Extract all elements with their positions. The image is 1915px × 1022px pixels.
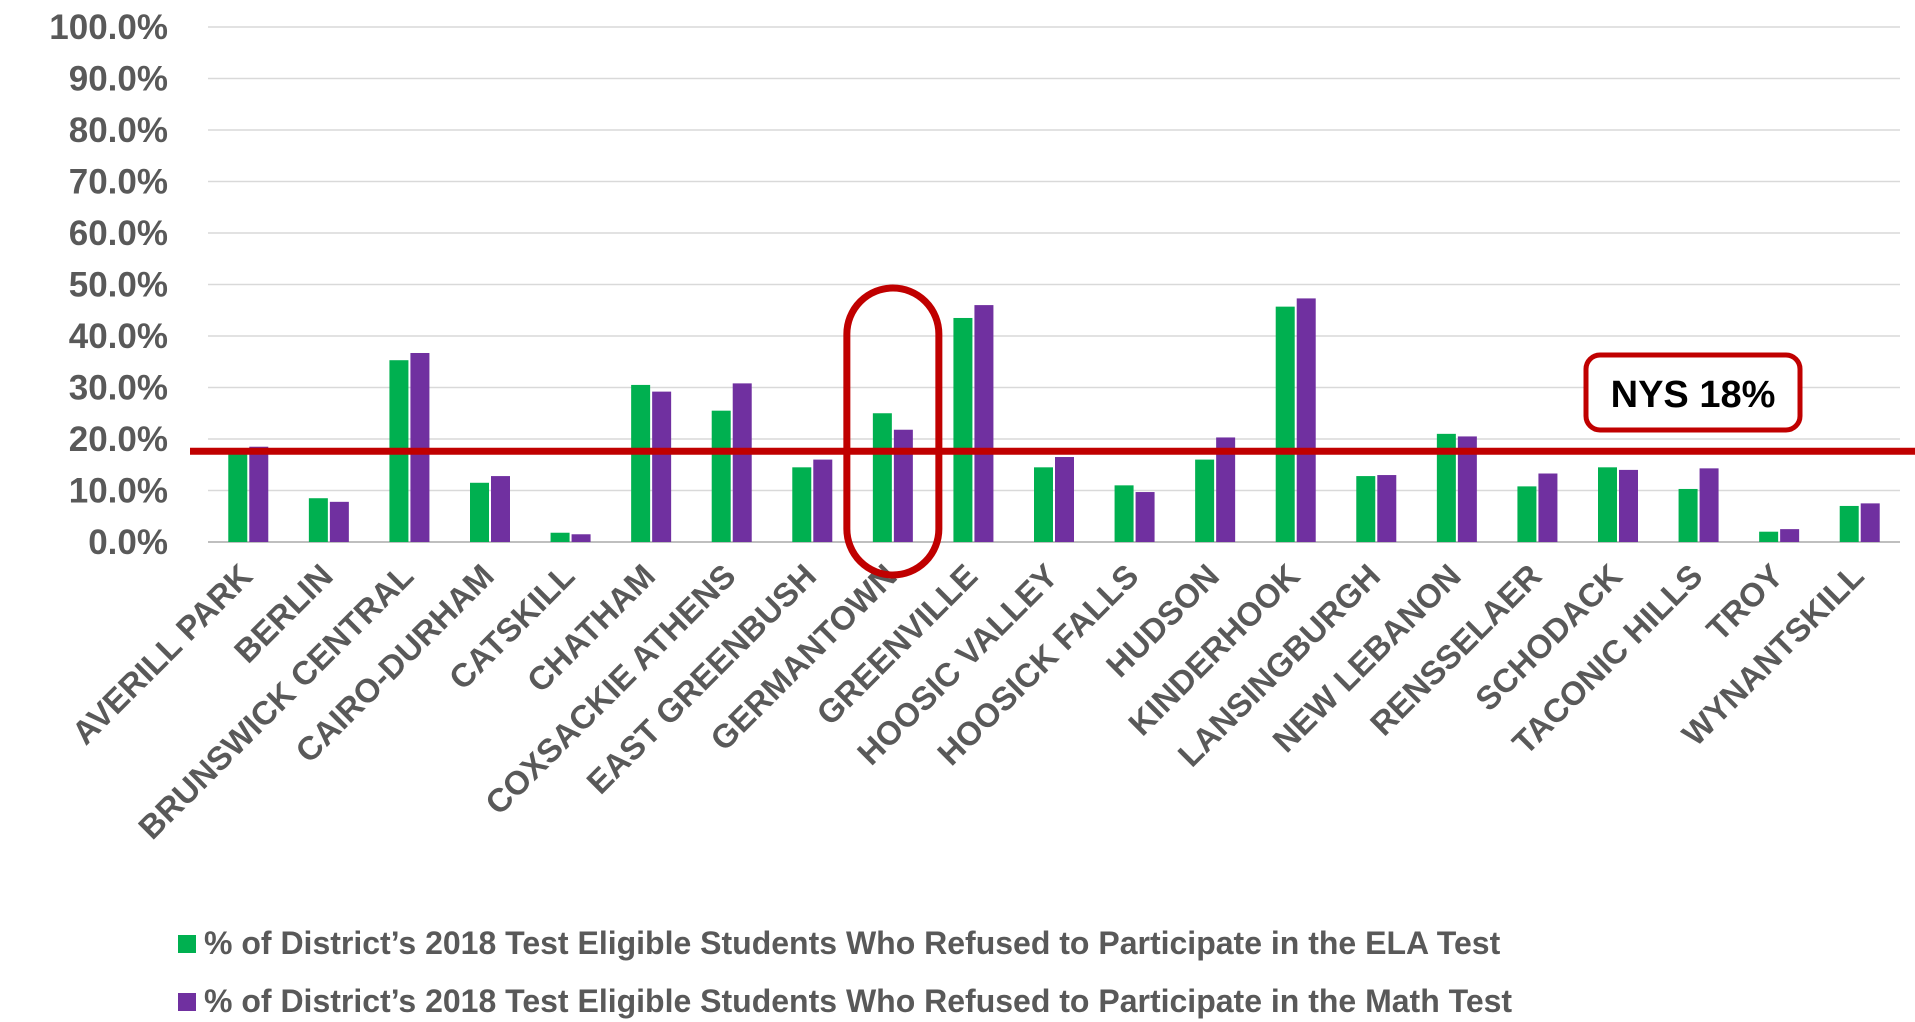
bar-math <box>491 476 510 542</box>
bar-math <box>1296 298 1316 542</box>
bar-math <box>410 352 430 542</box>
bar-math <box>571 534 591 542</box>
legend-item-math: % of District’s 2018 Test Eligible Stude… <box>178 983 1512 1020</box>
legend-swatch-math <box>178 992 196 1011</box>
reference-label: NYS 18% <box>1611 374 1776 416</box>
bar-math <box>1457 436 1477 542</box>
y-tick-label: 10.0% <box>69 472 168 511</box>
y-tick-label: 30.0% <box>69 369 168 408</box>
y-tick-label: 50.0% <box>69 266 168 305</box>
reference-line-group: NYS 18% <box>190 352 1915 455</box>
bar-ela <box>953 317 973 542</box>
legend-label-ela: % of District’s 2018 Test Eligible Stude… <box>204 925 1501 961</box>
bar-ela <box>1759 531 1779 542</box>
bar-math <box>1135 492 1155 542</box>
bar-ela <box>228 454 248 542</box>
bar-math <box>732 383 752 542</box>
highlight-group <box>843 284 943 579</box>
bar-ela <box>1678 488 1698 542</box>
bar-math <box>1055 457 1074 542</box>
reference-label-box <box>1583 352 1803 433</box>
bar-ela <box>1436 433 1456 542</box>
bar-ela <box>872 413 892 542</box>
legend-label-math: % of District’s 2018 Test Eligible Stude… <box>204 983 1513 1019</box>
bar-math <box>893 429 913 542</box>
bar-math <box>974 305 994 542</box>
bar-ela <box>1517 486 1537 542</box>
bar-math <box>249 446 269 542</box>
bar-math <box>1780 529 1800 542</box>
bar-ela <box>1598 467 1617 542</box>
bar-math <box>813 459 833 542</box>
y-tick-label: 80.0% <box>69 111 168 150</box>
legend-swatch-ela <box>178 934 196 953</box>
bar-ela <box>1034 467 1053 542</box>
y-tick-label: 100.0% <box>49 8 168 47</box>
y-tick-label: 0.0% <box>88 523 168 562</box>
bar-ela <box>631 384 651 542</box>
y-tick-label: 20.0% <box>69 420 168 459</box>
bars <box>228 298 1880 542</box>
bar-ela <box>308 498 328 542</box>
gridlines <box>208 26 1900 543</box>
y-tick-label: 40.0% <box>69 317 168 356</box>
y-tick-label: 70.0% <box>69 163 168 202</box>
bar-math <box>1860 503 1880 542</box>
bar-math <box>1538 473 1558 542</box>
y-tick-label: 60.0% <box>69 214 168 253</box>
bar-ela <box>1195 459 1215 542</box>
y-tick-label: 90.0% <box>69 60 168 99</box>
legend-item-ela: % of District’s 2018 Test Eligible Stude… <box>178 925 1500 962</box>
bar-ela <box>550 532 570 542</box>
bar-math <box>1377 475 1397 542</box>
highlight-capsule <box>843 284 943 579</box>
bar-ela <box>1839 505 1859 542</box>
bar-ela <box>711 410 731 542</box>
bar-math <box>1699 468 1719 542</box>
bar-math <box>329 501 349 542</box>
bar-math <box>1619 469 1638 542</box>
bar-ela <box>1114 485 1134 542</box>
bar-ela <box>792 467 812 542</box>
bar-ela <box>1275 306 1295 542</box>
bar-ela <box>1356 476 1376 542</box>
y-axis-ticks: 0.0% 10.0% 20.0% 30.0% 40.0% 50.0% 60.0% 70.0% 8… <box>49 8 168 562</box>
bar-math <box>652 391 672 542</box>
bar-ela <box>470 482 489 542</box>
bar-math <box>1216 437 1236 542</box>
